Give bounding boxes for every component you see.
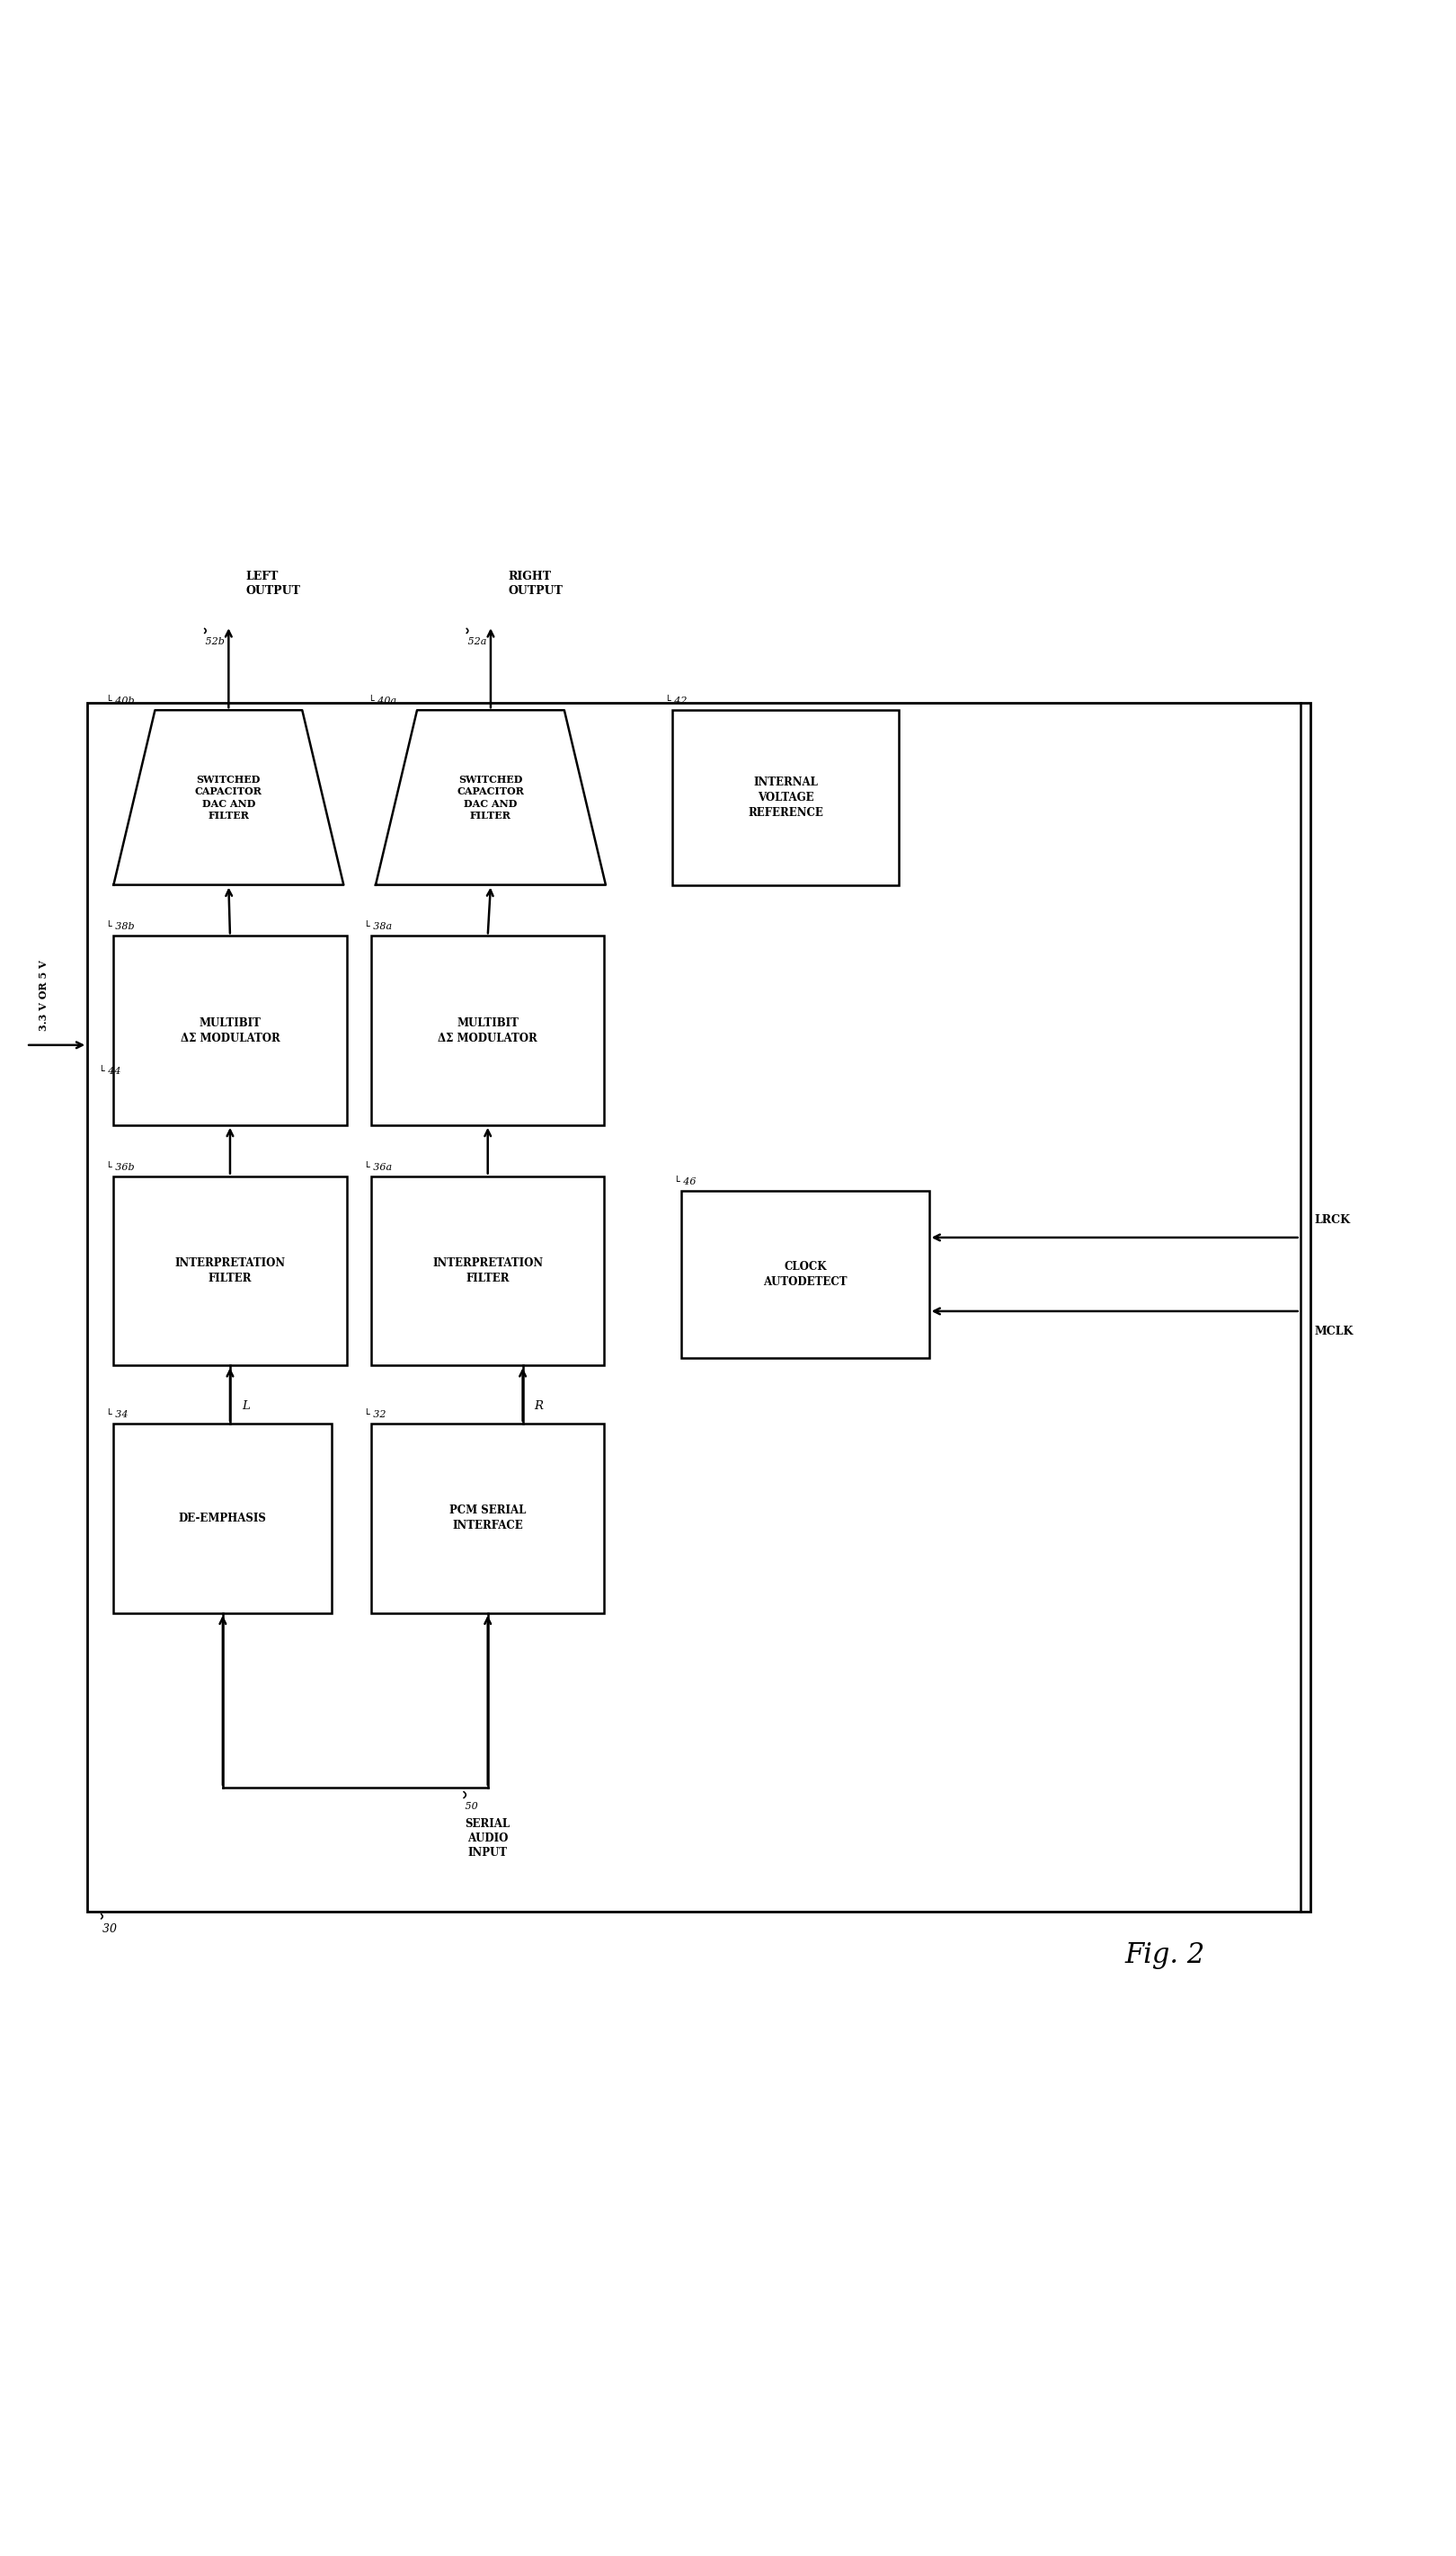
Text: └ 36a: └ 36a: [364, 1163, 392, 1171]
Text: MULTIBIT
ΔΣ MODULATOR: MULTIBIT ΔΣ MODULATOR: [181, 1017, 280, 1043]
Text: └ 36b: └ 36b: [106, 1163, 135, 1171]
Text: CLOCK
AUTODETECT: CLOCK AUTODETECT: [763, 1260, 847, 1288]
Text: └ 40a: └ 40a: [368, 698, 396, 705]
FancyBboxPatch shape: [114, 935, 347, 1125]
Text: LEFT
OUTPUT: LEFT OUTPUT: [246, 570, 301, 596]
Text: RIGHT
OUTPUT: RIGHT OUTPUT: [508, 570, 563, 596]
Text: └ 38b: └ 38b: [106, 923, 135, 930]
Text: └ 40b: └ 40b: [106, 698, 135, 705]
FancyBboxPatch shape: [114, 1176, 347, 1365]
Text: R: R: [534, 1401, 543, 1411]
Text: 3.3 V OR 5 V: 3.3 V OR 5 V: [39, 958, 48, 1030]
Text: SWITCHED
CAPACITOR
DAC AND
FILTER: SWITCHED CAPACITOR DAC AND FILTER: [195, 774, 262, 820]
Text: SWITCHED
CAPACITOR
DAC AND
FILTER: SWITCHED CAPACITOR DAC AND FILTER: [457, 774, 524, 820]
FancyBboxPatch shape: [371, 1424, 604, 1613]
Text: └ 38a: └ 38a: [364, 923, 392, 930]
Text: └ 34: └ 34: [106, 1411, 128, 1419]
FancyBboxPatch shape: [371, 1176, 604, 1365]
FancyBboxPatch shape: [673, 711, 898, 884]
Text: 30: 30: [99, 1922, 116, 1935]
FancyBboxPatch shape: [371, 935, 604, 1125]
Text: MULTIBIT
ΔΣ MODULATOR: MULTIBIT ΔΣ MODULATOR: [438, 1017, 537, 1043]
Text: 52a: 52a: [464, 636, 486, 647]
Text: SERIAL
AUDIO
INPUT: SERIAL AUDIO INPUT: [466, 1817, 510, 1858]
FancyBboxPatch shape: [114, 1424, 332, 1613]
Text: LRCK: LRCK: [1315, 1214, 1351, 1227]
Text: INTERPRETATION
FILTER: INTERPRETATION FILTER: [175, 1258, 285, 1283]
FancyBboxPatch shape: [681, 1191, 929, 1357]
Text: INTERPRETATION
FILTER: INTERPRETATION FILTER: [432, 1258, 543, 1283]
Text: PCM SERIAL
INTERFACE: PCM SERIAL INTERFACE: [450, 1505, 526, 1531]
Text: 50: 50: [462, 1802, 478, 1812]
Text: DE-EMPHASIS: DE-EMPHASIS: [179, 1513, 266, 1523]
FancyBboxPatch shape: [87, 703, 1310, 1912]
Text: INTERNAL
VOLTAGE
REFERENCE: INTERNAL VOLTAGE REFERENCE: [748, 777, 823, 818]
Text: └ 44: └ 44: [99, 1066, 121, 1076]
Text: L: L: [242, 1401, 249, 1411]
Text: └ 46: └ 46: [674, 1178, 696, 1186]
Text: MCLK: MCLK: [1315, 1327, 1354, 1337]
Text: Fig. 2: Fig. 2: [1124, 1940, 1206, 1968]
Text: 52b: 52b: [202, 636, 224, 647]
Text: └ 42: └ 42: [665, 698, 687, 705]
Text: └ 32: └ 32: [364, 1411, 386, 1419]
